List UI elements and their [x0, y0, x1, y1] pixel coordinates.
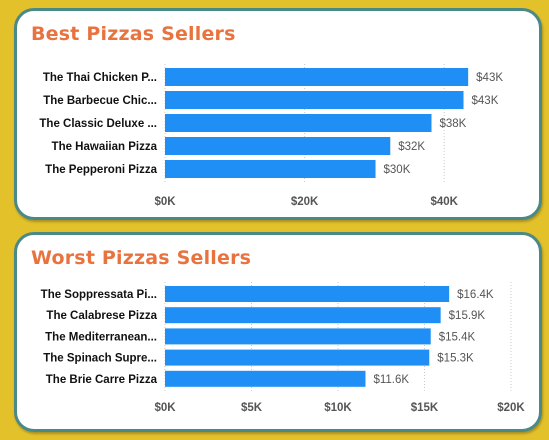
- value-label: $11.6K: [373, 374, 409, 386]
- x-tick-label: $20K: [497, 402, 525, 414]
- category-label: The Mediterranean...: [45, 331, 157, 343]
- category-label: The Spinach Supre...: [43, 353, 157, 365]
- worst-sellers-card: Worst Pizzas Sellers $0K $5K $10K $15K $20K T…: [14, 232, 542, 432]
- bar[interactable]: [165, 68, 469, 86]
- x-tick-label: $40K: [430, 196, 458, 208]
- bar[interactable]: [165, 349, 430, 366]
- bar[interactable]: [165, 370, 366, 387]
- value-label: $15.3K: [437, 353, 474, 365]
- x-tick-label: $0K: [154, 196, 176, 208]
- bar[interactable]: [165, 137, 391, 155]
- x-tick-label: $15K: [411, 402, 439, 414]
- value-label: $15.4K: [439, 331, 476, 343]
- x-tick-label: $20K: [291, 196, 319, 208]
- category-label: The Pepperoni Pizza: [45, 164, 157, 176]
- value-label: $15.9K: [449, 310, 486, 322]
- value-label: $38K: [439, 118, 466, 130]
- x-tick-label: $0K: [154, 402, 176, 414]
- bar[interactable]: [165, 160, 376, 178]
- category-label: The Brie Carre Pizza: [46, 374, 158, 386]
- value-label: $43K: [472, 95, 499, 107]
- best-sellers-card: Best Pizzas Sellers $0K $20K $40K The Thai …: [14, 8, 542, 220]
- x-tick-label: $10K: [324, 402, 352, 414]
- value-label: $30K: [384, 164, 411, 176]
- category-label: The Soppressata Pi...: [41, 289, 157, 301]
- bar[interactable]: [165, 91, 464, 109]
- category-label: The Barbecue Chic...: [43, 95, 157, 107]
- x-tick-label: $5K: [241, 402, 263, 414]
- category-label: The Calabrese Pizza: [46, 310, 157, 322]
- bar[interactable]: [165, 114, 432, 132]
- worst-sellers-title: Worst Pizzas Sellers: [31, 247, 252, 269]
- value-label: $32K: [398, 141, 425, 153]
- best-sellers-title: Best Pizzas Sellers: [31, 23, 236, 45]
- bar[interactable]: [165, 328, 431, 345]
- category-label: The Hawaiian Pizza: [52, 141, 158, 153]
- best-sellers-chart: $0K $20K $40K The Thai Chicken P... $43K The …: [39, 64, 503, 208]
- bar[interactable]: [165, 286, 450, 302]
- category-label: The Classic Deluxe ...: [39, 118, 157, 130]
- bar[interactable]: [165, 307, 441, 324]
- value-label: $16.4K: [457, 289, 494, 301]
- category-label: The Thai Chicken P...: [43, 72, 157, 84]
- value-label: $43K: [476, 72, 503, 84]
- worst-sellers-chart: $0K $5K $10K $15K $20K The Soppressata Pi... $…: [41, 282, 525, 414]
